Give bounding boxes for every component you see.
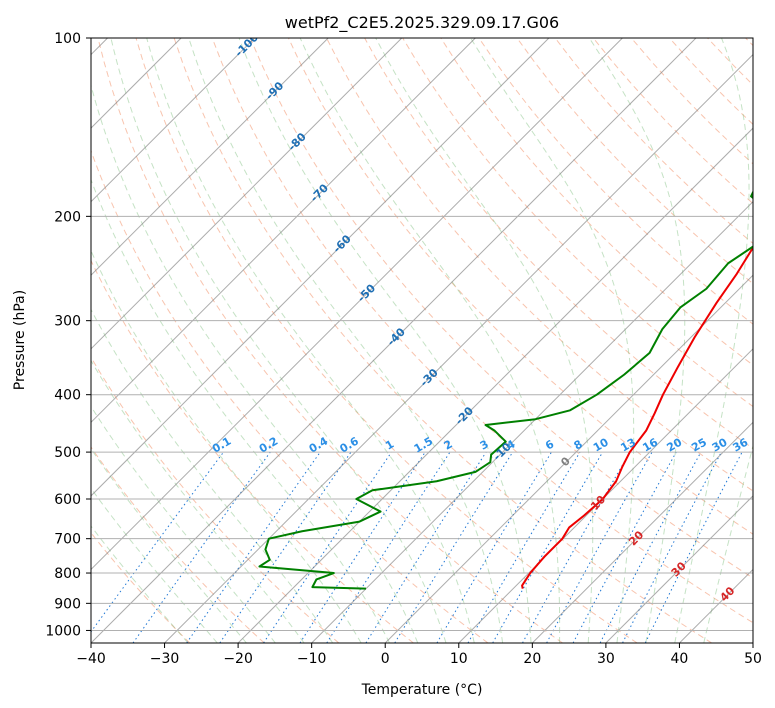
y-tick-label: 200 xyxy=(54,209,81,225)
x-tick-label: −10 xyxy=(297,651,327,667)
moist-adiabat xyxy=(375,38,594,643)
x-tick-label: 0 xyxy=(381,651,390,667)
dry-adiabat xyxy=(173,38,713,643)
skewed-isotherm xyxy=(311,200,753,643)
y-tick-label: 100 xyxy=(54,31,81,47)
x-tick-label: −30 xyxy=(150,651,180,667)
mixing-ratio-line xyxy=(326,451,451,643)
dry-adiabat xyxy=(249,38,753,579)
moist-adiabat xyxy=(188,38,504,643)
moist-adiabat xyxy=(91,178,390,643)
sounding-lines xyxy=(258,190,753,590)
mixing-ratio-line xyxy=(186,451,321,643)
x-axis-title: Temperature (°C) xyxy=(361,682,483,698)
dry-adiabat xyxy=(326,38,753,492)
moist-adiabat xyxy=(588,38,686,643)
skewed-isotherm xyxy=(91,38,623,571)
y-tick-label: 500 xyxy=(54,445,81,461)
moist-adiabat xyxy=(703,444,753,643)
x-tick-label: 40 xyxy=(671,651,689,667)
moist-adiabat xyxy=(91,405,276,643)
moist-adiabat xyxy=(91,308,334,643)
x-tick-label: −40 xyxy=(76,651,106,667)
skewed-isotherm xyxy=(605,495,753,643)
y-tick-label: 400 xyxy=(54,388,81,404)
x-axis-ticks: −40 −30 −20 −10 0 10 20 30 40 50 xyxy=(76,643,762,667)
mixing-ratio-line xyxy=(599,451,702,643)
plot-frame xyxy=(90,37,754,644)
y-tick-label: 1000 xyxy=(45,623,81,639)
mixing-ratio-line xyxy=(365,451,487,643)
moist-adiabat xyxy=(91,447,247,643)
skewed-isotherm xyxy=(531,421,753,643)
moist-adiabat xyxy=(674,38,750,643)
dry-adiabat xyxy=(91,446,265,643)
moist-adiabat-lines xyxy=(91,38,753,643)
y-tick-label: 700 xyxy=(54,532,81,548)
chart-title: wetPf2_C2E5.2025.329.09.17.G06 xyxy=(285,13,559,33)
skewed-isotherm xyxy=(91,38,403,350)
dry-adiabat xyxy=(135,38,638,643)
mixing-ratio-line xyxy=(467,451,581,643)
x-tick-label: 30 xyxy=(597,651,615,667)
temperature-profile xyxy=(521,245,753,589)
dry-adiabat xyxy=(97,38,563,643)
x-tick-label: 20 xyxy=(523,651,541,667)
mixing-ratio-line xyxy=(132,451,271,643)
mixing-ratio-line xyxy=(219,451,352,643)
skewed-isotherm xyxy=(91,38,550,497)
skewed-isotherm-lines xyxy=(91,38,753,643)
skewed-isotherm xyxy=(91,38,329,276)
dewpoint-profile xyxy=(258,190,753,590)
mixing-ratio-line xyxy=(572,451,677,643)
moist-adiabat xyxy=(91,525,189,643)
skewed-isotherm xyxy=(237,127,753,643)
skewed-isotherm xyxy=(384,274,753,643)
y-tick-label: 800 xyxy=(54,566,81,582)
skewed-isotherm xyxy=(91,38,476,424)
moist-adiabat xyxy=(146,38,475,643)
moist-adiabat xyxy=(110,38,447,643)
y-tick-label: 900 xyxy=(54,596,81,612)
mixing-ratio-line xyxy=(299,451,426,643)
dry-adiabat xyxy=(91,259,414,643)
mixing-ratio-line xyxy=(436,451,552,643)
moist-adiabat xyxy=(91,487,218,643)
y-axis-ticks: 100 200 300 400 500 600 700 800 900 1000 xyxy=(45,31,91,639)
y-tick-label: 300 xyxy=(54,314,81,330)
x-tick-label: 10 xyxy=(450,651,468,667)
y-tick-label: 600 xyxy=(54,492,81,508)
plot-area: -100-90-80-70-60-50-40-30-20-10 0.1 0.2 0.… xyxy=(91,38,753,643)
skewed-isotherm xyxy=(91,38,256,203)
y-axis-title: Pressure (hPa) xyxy=(12,290,28,390)
moist-adiabat xyxy=(91,359,305,643)
skewed-isotherm xyxy=(91,38,697,643)
moist-adiabat xyxy=(91,83,419,643)
pressure-grid-lines xyxy=(91,38,753,631)
x-tick-label: −20 xyxy=(223,651,253,667)
mixing-ratio-line xyxy=(263,451,392,643)
x-tick-label: 50 xyxy=(744,651,762,667)
dry-adiabat xyxy=(211,38,753,624)
dry-adiabat xyxy=(287,38,753,535)
skewed-isotherm xyxy=(164,53,753,643)
